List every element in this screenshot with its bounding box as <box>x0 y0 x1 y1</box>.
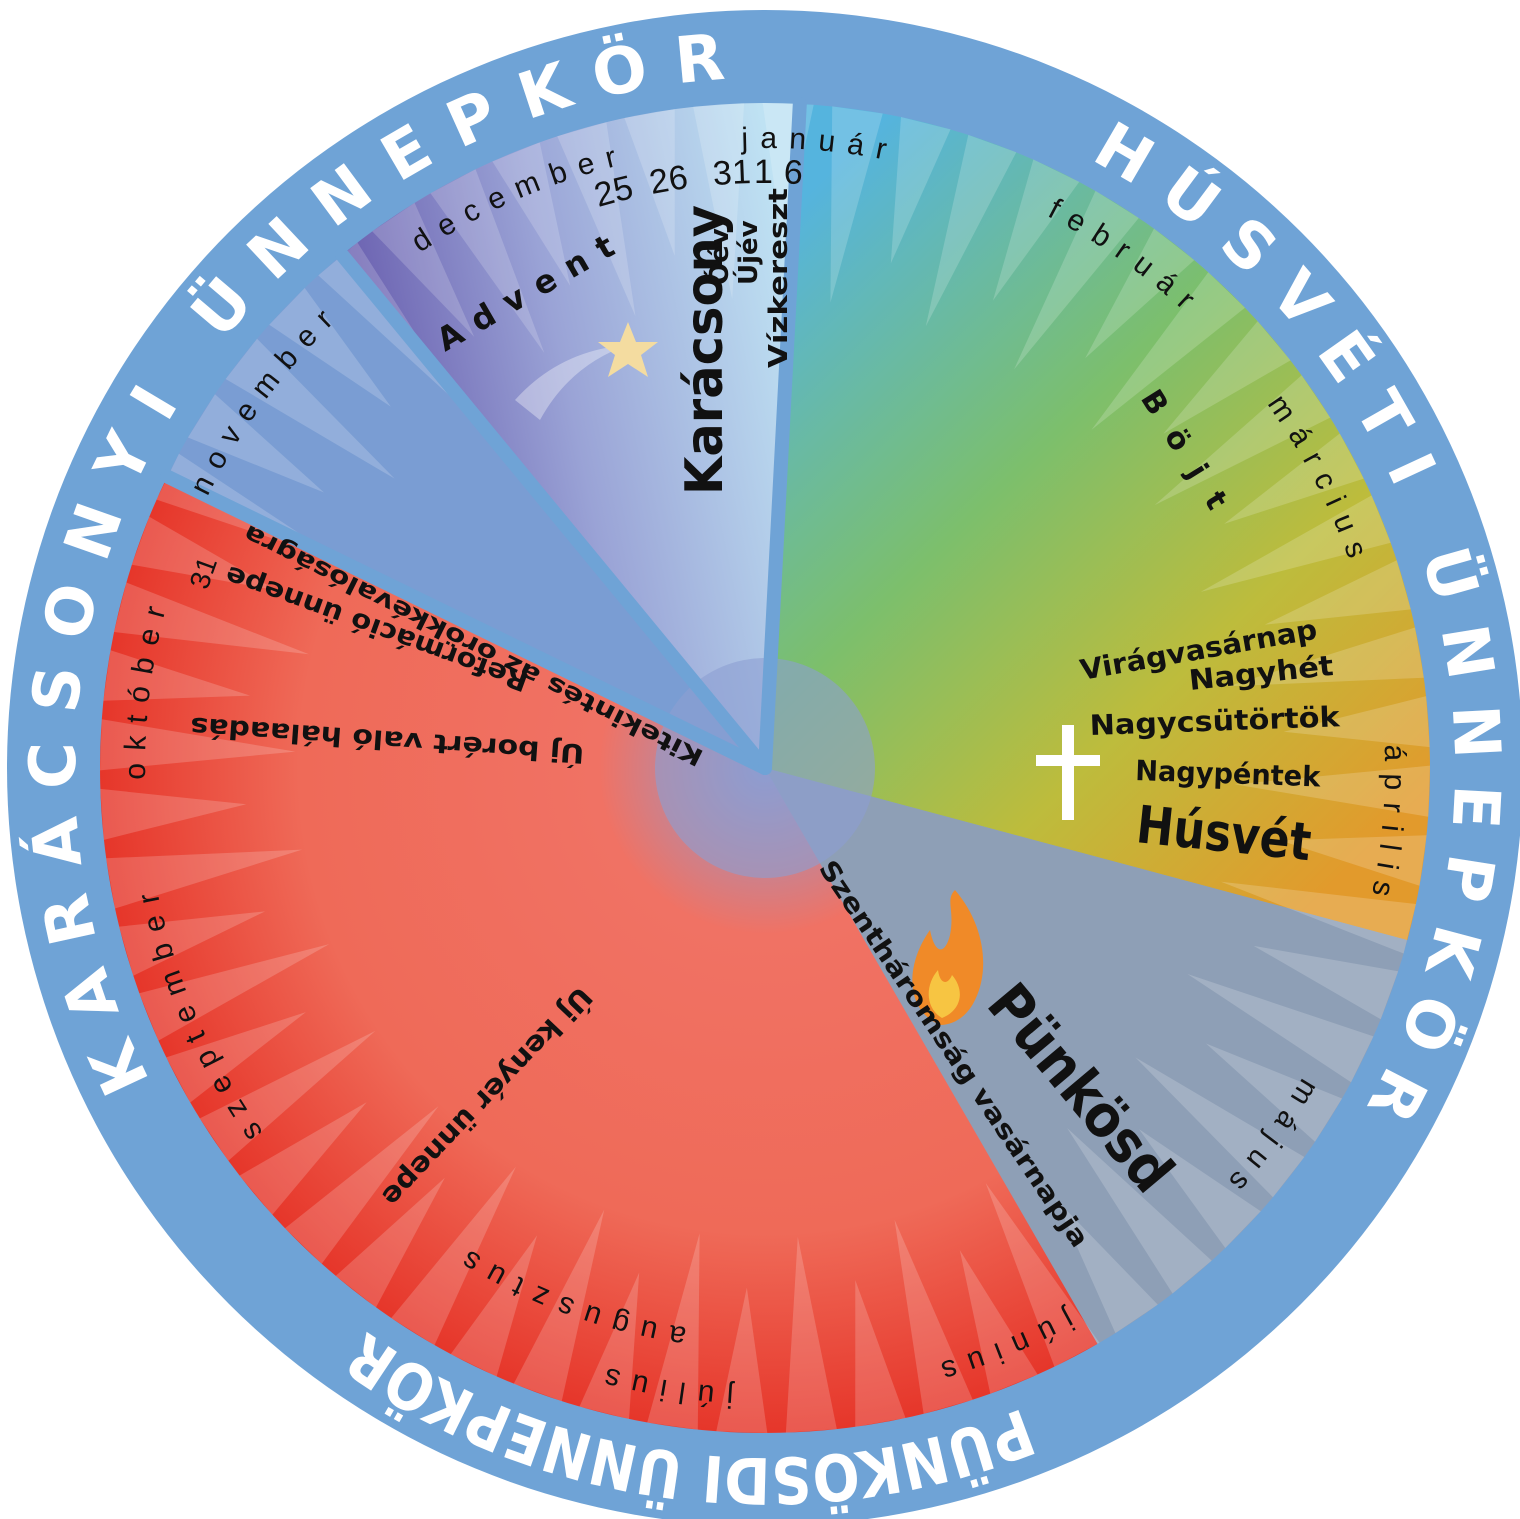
day-path: 1 <box>754 153 773 191</box>
day: 31 <box>712 153 752 193</box>
day: 26 <box>646 158 690 202</box>
day: 1 <box>754 153 773 191</box>
cross-horizontal <box>1036 755 1100 766</box>
day: 6 <box>783 153 804 192</box>
cross-vertical <box>1062 725 1074 820</box>
feast: Újév <box>732 220 764 285</box>
day-path: 31 <box>712 153 752 193</box>
day-path: 6 <box>783 153 804 192</box>
feast: Nagypéntek <box>1135 754 1322 793</box>
day-path: 26 <box>646 158 690 202</box>
church-year-wheel: KARÁCSONYI ÜNNEPKÖR HÚSVÉTI ÜNNEPKÖR PÜN… <box>0 0 1520 1519</box>
feast: Vízkereszt <box>764 188 794 368</box>
feast: Óév <box>703 228 735 285</box>
